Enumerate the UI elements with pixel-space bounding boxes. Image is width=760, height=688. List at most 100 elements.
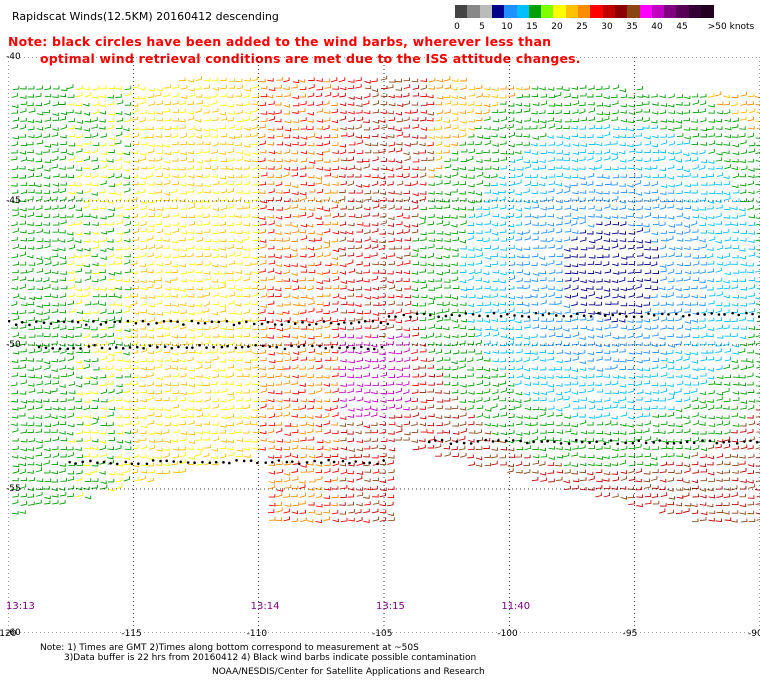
wind-barb [204, 349, 212, 354]
wind-barb [428, 86, 435, 90]
wind-barb [347, 388, 354, 394]
wind-barb [564, 118, 572, 123]
wind-barb [667, 477, 674, 482]
wind-barb [731, 101, 738, 107]
wind-barb [236, 405, 243, 410]
wind-barb [459, 198, 467, 202]
wind-barb [419, 135, 427, 139]
wind-barb [644, 212, 651, 218]
wind-barb [268, 188, 275, 194]
wind-barb [755, 376, 760, 378]
wind-barb [179, 237, 186, 242]
wind-barb [475, 350, 482, 355]
wind-barb [532, 391, 540, 396]
wind-barb [395, 87, 402, 91]
wind-barb [499, 380, 507, 385]
wind-barb [267, 268, 275, 273]
wind-barb [603, 246, 610, 251]
wind-barb [546, 237, 554, 243]
wind-barb [211, 134, 218, 138]
wind-barb [468, 430, 476, 434]
wind-barb [131, 374, 139, 378]
wind-barb [148, 87, 155, 92]
wind-barb [147, 283, 154, 289]
wind-barb [395, 319, 402, 324]
wind-barb [675, 316, 682, 322]
wind-barb [275, 427, 283, 434]
wind-barb [19, 391, 27, 395]
wind-barb [155, 156, 163, 162]
wind-barb [155, 383, 163, 387]
wind-barb [132, 237, 139, 242]
wind-barb [564, 284, 571, 290]
wind-barb [99, 302, 106, 306]
wind-barb [91, 405, 98, 409]
wind-barb [340, 309, 348, 314]
wind-barb [324, 357, 332, 361]
wind-barb [99, 471, 106, 475]
wind-barb [644, 483, 651, 489]
wind-barb [43, 469, 51, 474]
wind-barb [698, 438, 706, 443]
wind-barb [443, 420, 451, 426]
wind-barb [683, 356, 690, 362]
wind-barb [635, 324, 642, 330]
wind-barb [11, 499, 19, 505]
wind-barb [428, 167, 435, 172]
wind-barb [275, 372, 282, 378]
wind-barb [443, 269, 450, 274]
wind-barb [251, 301, 258, 305]
wind-barb [260, 243, 267, 249]
wind-barb [403, 166, 410, 171]
wind-barb [67, 470, 75, 475]
wind-barb [724, 333, 731, 337]
wind-barb [412, 412, 419, 418]
wind-barb [290, 248, 298, 252]
wind-barb [12, 332, 19, 338]
wind-barb [539, 334, 547, 338]
wind-barb [276, 507, 283, 513]
wind-barb [428, 324, 435, 329]
wind-barb [308, 151, 315, 155]
wind-barb [708, 381, 716, 385]
wind-barb [291, 238, 298, 243]
wind-barb [443, 430, 450, 434]
wind-barb [219, 151, 226, 155]
wind-barb [500, 165, 507, 170]
wind-barb [636, 342, 643, 346]
wind-barb [236, 109, 243, 115]
wind-barb [732, 159, 739, 163]
contamination-dot [58, 347, 62, 350]
wind-barb [220, 93, 227, 97]
wind-barb [396, 198, 403, 203]
wind-barb [723, 502, 730, 506]
wind-barb [92, 270, 100, 275]
wind-barb [420, 206, 427, 211]
wind-barb [540, 206, 547, 211]
wind-barb [219, 343, 226, 347]
wind-barb [307, 382, 314, 387]
wind-barb [451, 101, 458, 106]
wind-barb [604, 269, 611, 274]
wind-barb [739, 382, 746, 387]
wind-barb [532, 236, 539, 241]
wind-barb [451, 341, 458, 347]
wind-barb [684, 467, 691, 474]
wind-barb [179, 118, 186, 123]
wind-barb [91, 253, 98, 258]
wind-barb [202, 308, 210, 313]
wind-barb [436, 405, 443, 410]
wind-barb [523, 246, 531, 251]
wind-barb [347, 252, 355, 257]
wind-barb [84, 446, 91, 450]
wind-barb [123, 308, 130, 313]
wind-barb [356, 460, 363, 467]
wind-barb [251, 373, 259, 378]
wind-barb [244, 380, 251, 386]
contamination-dot [100, 346, 104, 350]
wind-barb [364, 405, 372, 411]
wind-barb [108, 316, 116, 322]
wind-barb [724, 164, 731, 170]
wind-barb [379, 191, 387, 195]
scale-label: >50 knots [707, 22, 755, 32]
